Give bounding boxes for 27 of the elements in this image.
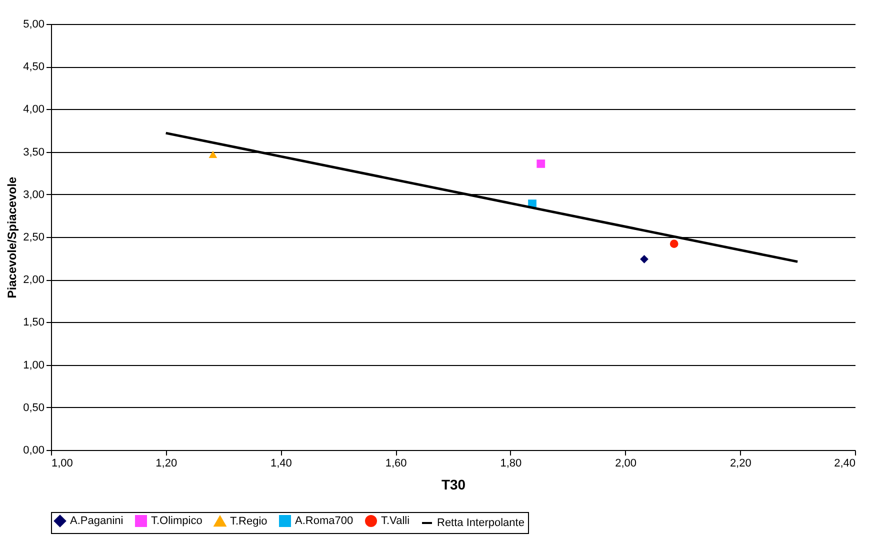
y-tick-label: 3,00 [23, 188, 44, 201]
legend-label: T.Olimpico [151, 515, 202, 527]
x-tick-label: 2,20 [730, 458, 752, 470]
y-tick-label: 4,00 [23, 104, 44, 116]
x-tick-label: 1,20 [156, 458, 178, 470]
legend-label: A.Paganini [70, 515, 124, 527]
legend-label: T.Regio [230, 515, 268, 528]
x-tick-label: 2,40 [834, 458, 856, 470]
x-tick-label: 2,00 [615, 458, 636, 470]
y-tick-label: 0,00 [23, 444, 44, 456]
legend-label: T.Valli [381, 515, 410, 527]
legend-label: Retta Interpolante [437, 517, 524, 529]
y-tick-label: 1,00 [23, 359, 44, 372]
y-tick-label: 1,50 [23, 316, 44, 329]
y-tick-label: 2,50 [23, 232, 44, 244]
y-axis-title: Piacevole/Spiacevole [5, 176, 20, 298]
x-tick-label: 1,40 [270, 458, 292, 470]
legend-label: A.Roma700 [295, 515, 354, 527]
x-axis-title: T30 [441, 476, 466, 492]
y-tick-label: 3,50 [23, 146, 44, 158]
x-tick-label: 1,60 [385, 458, 407, 470]
x-tick-label: 1,00 [52, 458, 73, 470]
y-tick-label: 5,00 [23, 18, 44, 30]
y-tick-label: 4,50 [23, 61, 44, 74]
y-tick-label: 0,50 [23, 402, 44, 414]
x-tick-label: 1,80 [500, 458, 522, 470]
y-tick-label: 2,00 [23, 274, 44, 286]
